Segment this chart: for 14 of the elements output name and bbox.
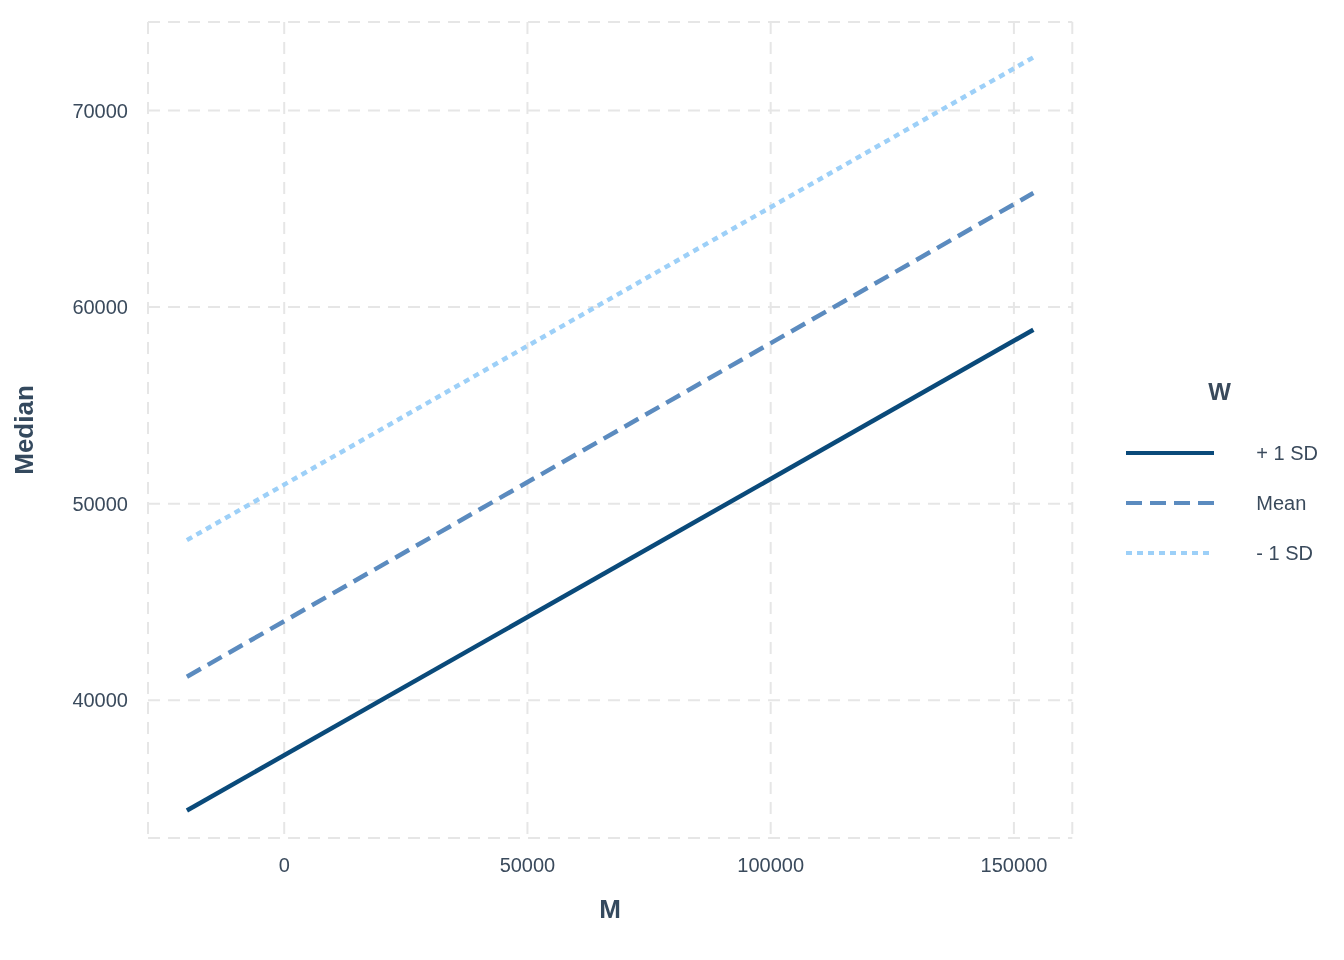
- legend-label: Mean: [1256, 491, 1307, 515]
- x-tick-label: 0: [278, 854, 290, 877]
- y-axis-title: Median: [9, 385, 40, 475]
- x-tick-label: 150000: [980, 854, 1048, 877]
- legend-title: W: [1208, 378, 1232, 406]
- y-tick-label: 50000: [72, 492, 128, 515]
- legend-label: - 1 SD: [1256, 541, 1313, 565]
- x-tick-label: 50000: [499, 854, 556, 877]
- y-tick-label: 60000: [72, 296, 128, 319]
- x-tick-label: 100000: [737, 854, 805, 877]
- y-tick-label: 70000: [72, 99, 128, 122]
- legend-label: + 1 SD: [1256, 441, 1318, 465]
- y-tick-label: 40000: [72, 689, 128, 712]
- x-axis-title: M: [599, 894, 621, 924]
